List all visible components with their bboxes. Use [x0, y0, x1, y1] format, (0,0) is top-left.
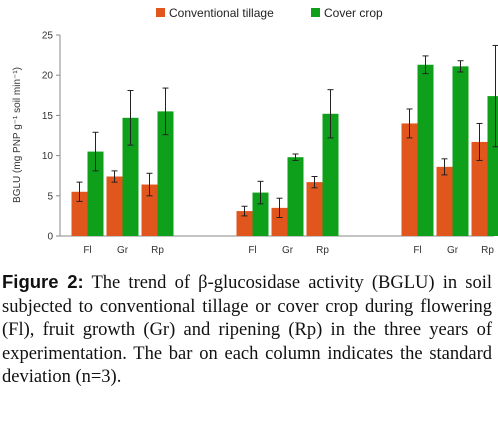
- bar-conventional-tillage: [106, 176, 123, 236]
- y-tick-label: 15: [42, 111, 54, 122]
- bar-conventional-tillage: [71, 191, 88, 236]
- bar-cover-crop: [487, 96, 498, 236]
- bar-cover-crop: [287, 157, 304, 236]
- bar-conventional-tillage: [306, 182, 323, 236]
- legend: Conventional tillage Cover crop: [156, 6, 383, 20]
- x-tick-label: Gr: [282, 245, 294, 256]
- bar-cover-crop: [322, 113, 339, 236]
- bar-conventional-tillage: [471, 141, 488, 236]
- legend-swatch-conventional-tillage: [156, 8, 165, 17]
- x-tick-label: Rp: [151, 245, 164, 256]
- x-tick-label: Fl: [248, 245, 256, 256]
- x-tick-label: Rp: [316, 245, 329, 256]
- bar-conventional-tillage: [401, 123, 418, 236]
- bar-cover-crop: [157, 111, 174, 236]
- caption-text: The trend of β-glucosidase activity (BGL…: [2, 273, 492, 387]
- bglu-bar-chart: Conventional tillage Cover crop BGLU (mg…: [12, 6, 498, 256]
- bar-cover-crop: [452, 66, 469, 236]
- y-tick-label: 25: [42, 31, 54, 42]
- bar-conventional-tillage: [271, 207, 288, 236]
- y-tick-label: 20: [42, 71, 54, 82]
- x-tick-label: Rp: [481, 245, 494, 256]
- y-tick-label: 5: [47, 191, 53, 202]
- figure-caption: Figure 2: The trend of β-glucosidase act…: [2, 270, 492, 390]
- legend-swatch-cover-crop: [311, 8, 320, 17]
- x-tick-label: Gr: [117, 245, 129, 256]
- y-tick-label: 0: [47, 232, 53, 243]
- bar-cover-crop: [122, 117, 139, 236]
- x-tick-label: Fl: [413, 245, 421, 256]
- x-tick-label: Gr: [447, 245, 459, 256]
- bar-conventional-tillage: [236, 211, 253, 236]
- bar-cover-crop: [87, 151, 104, 236]
- caption-label: Figure 2:: [2, 271, 84, 292]
- y-tick-label: 10: [42, 151, 54, 162]
- plot-area: 0 5 10 15 20 25 Fl Gr Rp Fl Gr Rp Fl Gr Rp: [42, 31, 498, 256]
- x-tick-label: Fl: [83, 245, 91, 256]
- legend-label-conventional-tillage: Conventional tillage: [169, 6, 274, 20]
- bar-cover-crop: [252, 192, 269, 236]
- legend-label-cover-crop: Cover crop: [324, 6, 383, 20]
- bar-conventional-tillage: [141, 184, 158, 236]
- bar-conventional-tillage: [436, 166, 453, 236]
- y-axis-label: BGLU (mg PNP g⁻¹ soil min⁻¹): [12, 67, 23, 203]
- bar-cover-crop: [417, 64, 434, 236]
